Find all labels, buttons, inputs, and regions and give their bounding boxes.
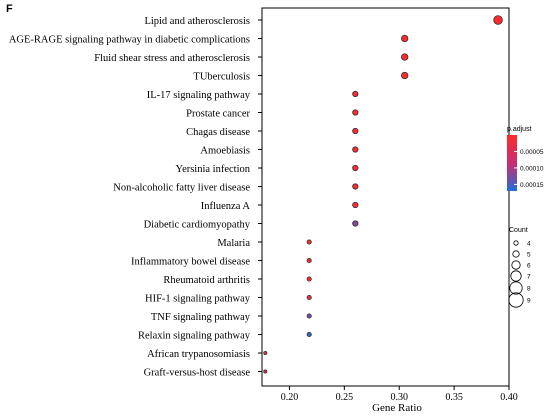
size-legend-circle bbox=[509, 281, 523, 295]
data-points bbox=[263, 15, 503, 374]
y-tick-label: AGE-RAGE signaling pathway in diabetic c… bbox=[9, 35, 250, 46]
size-legend: Count 4 5 6 7 8 9 bbox=[508, 227, 531, 308]
y-tick-label: Relaxin signaling pathway bbox=[138, 331, 251, 342]
panel-label: F bbox=[6, 3, 13, 15]
color-legend-tick-label: 0.00015 bbox=[520, 182, 544, 189]
y-axis-labels: Lipid and atherosclerosis AGE-RAGE signal… bbox=[9, 16, 251, 379]
data-point bbox=[401, 53, 409, 61]
y-tick-label: TNF signaling pathway bbox=[151, 312, 251, 323]
color-legend: p.adjust 0.00005 0.00010 0.00015 bbox=[507, 126, 544, 191]
data-point bbox=[306, 294, 312, 301]
x-tick-label: 0.30 bbox=[390, 392, 408, 403]
data-point bbox=[306, 276, 312, 282]
data-point bbox=[306, 313, 312, 319]
data-point bbox=[306, 331, 312, 338]
data-point bbox=[263, 369, 268, 374]
color-legend-title: p.adjust bbox=[507, 126, 532, 133]
y-tick-label: Graft-versus-host disease bbox=[144, 368, 251, 379]
size-legend-label: 7 bbox=[527, 274, 531, 281]
y-tick-label: Prostate cancer bbox=[186, 109, 250, 120]
size-legend-label: 9 bbox=[527, 298, 531, 305]
data-point bbox=[493, 15, 503, 25]
y-tick-label: Amoebiasis bbox=[200, 146, 250, 157]
color-legend-bar bbox=[507, 135, 517, 191]
x-tick-label: 0.35 bbox=[445, 392, 463, 403]
x-tick-label: 0.20 bbox=[281, 392, 299, 403]
data-point bbox=[263, 350, 268, 355]
y-tick-label: Lipid and atherosclerosis bbox=[144, 16, 250, 27]
size-legend-circle bbox=[508, 292, 524, 308]
data-point bbox=[352, 90, 359, 98]
x-tick-label: 0.25 bbox=[336, 392, 354, 403]
y-tick-label: Rheumatoid arthritis bbox=[163, 275, 250, 286]
y-tick-label: Inflammatory bowel disease bbox=[131, 257, 250, 268]
data-point bbox=[352, 164, 359, 172]
size-legend-label: 4 bbox=[527, 241, 531, 248]
y-tick-label: African trypanosomiasis bbox=[147, 349, 250, 360]
y-tick-label: Non-alcoholic fatty liver disease bbox=[113, 183, 250, 194]
size-legend-circle bbox=[511, 260, 521, 270]
size-legend-label: 8 bbox=[527, 286, 531, 293]
data-point bbox=[352, 109, 359, 116]
y-tick-label: IL-17 signaling pathway bbox=[147, 90, 251, 101]
data-point bbox=[306, 257, 312, 264]
data-point bbox=[352, 183, 359, 190]
size-legend-label: 6 bbox=[527, 263, 531, 270]
plot-frame bbox=[261, 7, 510, 387]
size-legend-label: 5 bbox=[527, 252, 531, 259]
color-legend-tick-label: 0.00005 bbox=[520, 149, 544, 156]
y-tick-label: Yersinia infection bbox=[176, 164, 251, 175]
y-tick-label: Diabetic cardiomyopathy bbox=[144, 220, 251, 231]
size-legend-circle bbox=[510, 270, 522, 282]
data-point bbox=[306, 239, 312, 245]
data-point bbox=[352, 201, 359, 209]
size-legend-circle bbox=[512, 250, 520, 258]
x-tick-label: 0.40 bbox=[500, 392, 518, 403]
data-point bbox=[352, 127, 359, 135]
data-point bbox=[401, 71, 409, 80]
y-tick-label: Chagas disease bbox=[186, 127, 250, 138]
y-tick-label: Influenza A bbox=[201, 201, 251, 212]
x-axis-title: Gene Ratio bbox=[372, 402, 422, 414]
data-point bbox=[401, 34, 409, 43]
data-point bbox=[352, 146, 359, 153]
y-axis-ticks bbox=[258, 19, 262, 372]
size-legend-circle bbox=[513, 240, 519, 246]
data-point bbox=[352, 220, 359, 227]
x-axis: 0.20 0.25 0.30 0.35 0.40 bbox=[281, 386, 518, 403]
size-legend-title: Count bbox=[509, 227, 528, 234]
y-tick-label: Fluid shear stress and atherosclerosis bbox=[94, 53, 250, 64]
color-legend-tick-label: 0.00010 bbox=[520, 165, 544, 172]
y-tick-label: TUberculosis bbox=[193, 72, 250, 83]
y-tick-label: HIF-1 signaling pathway bbox=[145, 294, 251, 305]
y-tick-label: Malaria bbox=[217, 238, 250, 249]
